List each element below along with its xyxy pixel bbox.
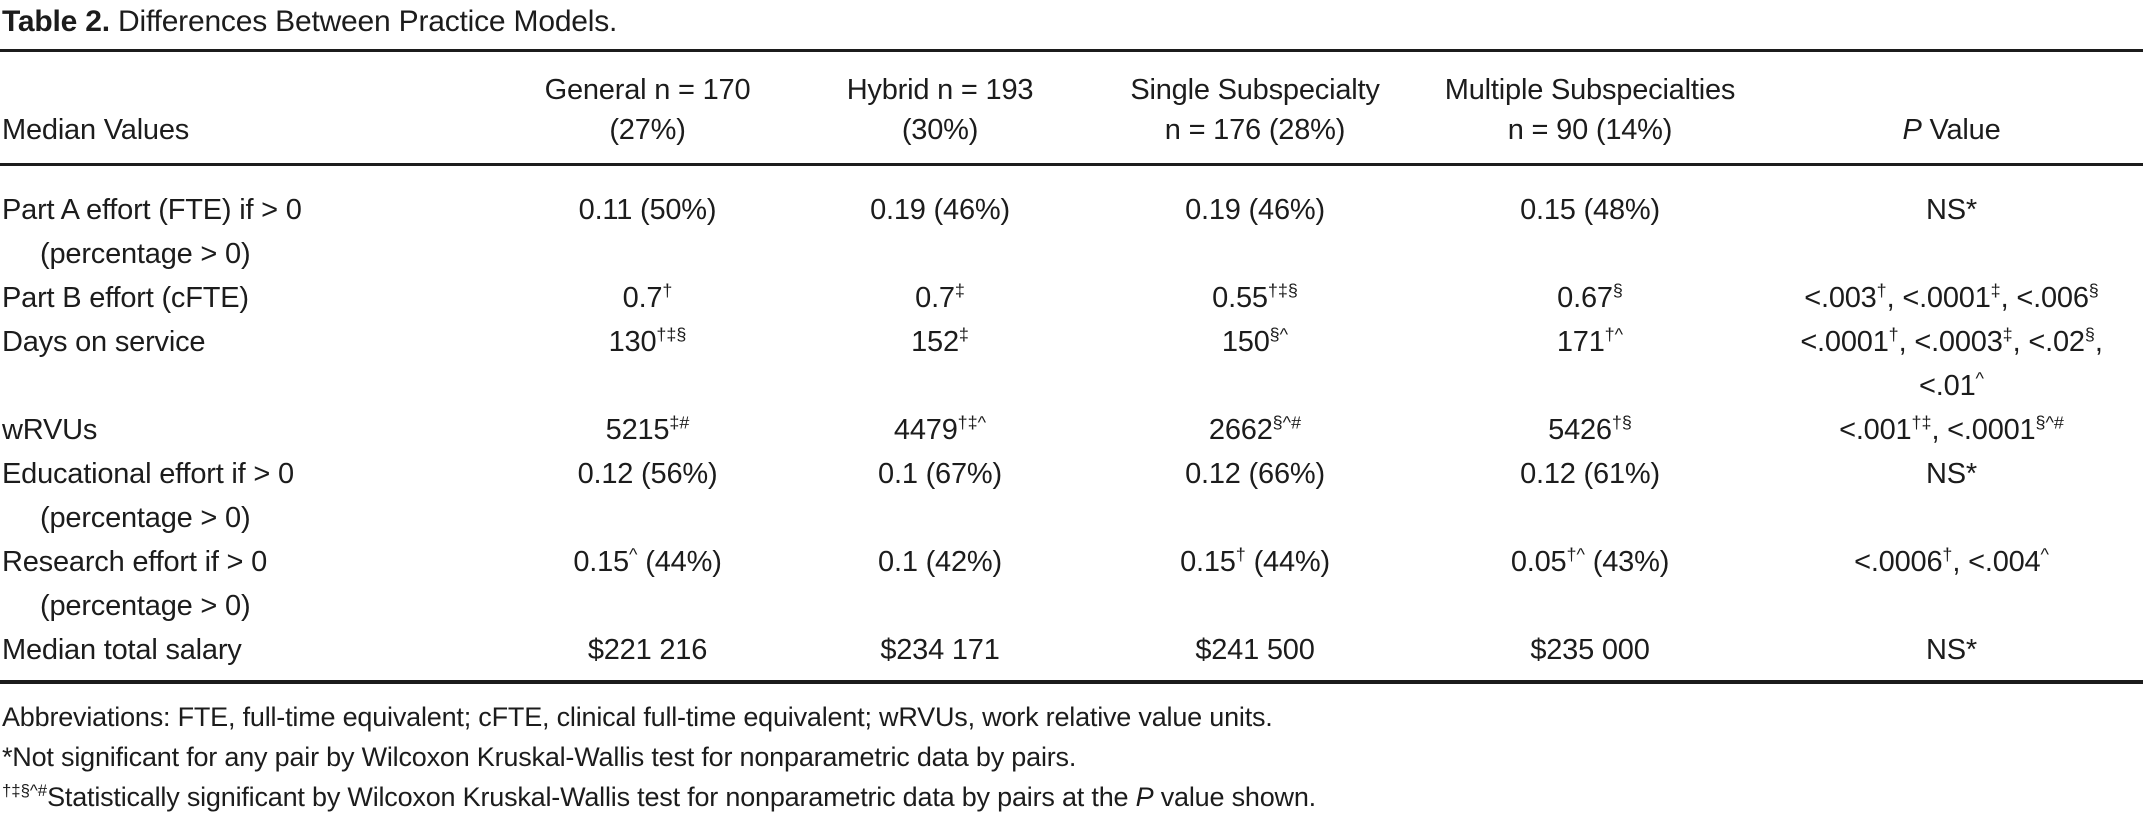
row-label: Part B effort (cFTE) [2,282,249,314]
cell: 4479†‡^ [893,412,987,446]
table-title-text: Differences Between Practice Models. [118,5,618,38]
cell: <.0001†, <.0003‡, <.02§, <.01^ [1800,324,2103,402]
footnote-abbreviations: Abbreviations: FTE, full-time equivalent… [2,702,1273,732]
row-label: Part A effort (FTE) if > 0 (percentage >… [2,194,302,270]
cell: NS* [1926,194,1977,226]
cell: 0.05†^ (43%) [1510,544,1670,578]
cell: 0.7‡ [915,280,965,314]
table-row-educational-effort: Educational effort if > 0 (percentage > … [0,452,2143,540]
cell: 0.15 (48%) [1520,194,1660,226]
cell: 0.12 (56%) [577,458,718,490]
cell: 0.19 (46%) [870,194,1010,226]
cell: $235 000 [1530,634,1650,666]
cell: 0.15† (44%) [1180,544,1330,578]
table-row-wrvus: wRVUs 5215‡# 4479†‡^ 2662§^# 5426†§ <.00… [0,408,2143,452]
cell: <.001†‡, <.0001§^# [1839,412,2064,446]
practice-models-table: Median Values General n = 170 (27%) Hybr… [0,52,2143,684]
cell: 0.7† [622,280,673,314]
row-label: Educational effort if > 0 (percentage > … [2,458,294,534]
column-header-general: General n = 170 (27%) [505,52,790,166]
cell: 0.12 (66%) [1185,458,1325,490]
cell: 0.15^ (44%) [573,544,722,578]
cell: 2662§^# [1208,412,1302,446]
top-divider [0,49,2143,52]
row-label: Days on service [2,326,206,358]
cell: $234 171 [880,634,1000,666]
cell: 0.19 (46%) [1185,194,1325,226]
cell: 130†‡§ [608,324,687,358]
table-row-days-on-service: Days on service 130†‡§ 152‡ 150§^ 171†^ … [0,320,2143,408]
cell: <.003†, <.0001‡, <.006§ [1804,280,2099,314]
row-label: Research effort if > 0 (percentage > 0) [2,546,268,622]
cell: NS* [1926,458,1977,490]
cell: 171†^ [1556,324,1624,358]
cell: 0.1 (67%) [878,458,1002,490]
cell: 5215‡# [605,412,690,446]
table-row-part-a-effort: Part A effort (FTE) if > 0 (percentage >… [0,165,2143,277]
table-row-part-b-effort: Part B effort (cFTE) 0.7† 0.7‡ 0.55†‡§ 0… [0,276,2143,320]
cell: <.0006†, <.004^ [1854,544,2049,578]
cell: 0.11 (50%) [578,194,717,226]
table-row-research-effort: Research effort if > 0 (percentage > 0) … [0,540,2143,628]
cell: 5426†§ [1548,412,1632,446]
footnote-not-significant: *Not significant for any pair by Wilcoxo… [2,742,1077,772]
footnotes: Abbreviations: FTE, full-time equivalent… [0,697,2143,817]
footnote-statistically-significant: †‡§^#Statistically significant by Wilcox… [2,781,1316,812]
cell: 152‡ [911,324,969,358]
cell: $221 216 [587,634,708,666]
table-title: Table 2. Differences Between Practice Mo… [0,0,2143,40]
cell: $241 500 [1195,634,1315,666]
cell: NS* [1926,634,1977,666]
cell: 0.67§ [1557,280,1623,314]
header-row: Median Values General n = 170 (27%) Hybr… [0,52,2143,166]
column-header-multiple-subspecialties: Multiple Subspecialties n = 90 (14%) [1420,52,1760,166]
column-header-p-value: P Value [1760,52,2143,166]
cell: 150§^ [1221,324,1289,358]
cell: 0.1 (42%) [878,546,1002,578]
table-title-label: Table 2. [2,5,110,38]
column-header-median-values: Median Values [0,52,505,166]
cell: 0.12 (61%) [1520,458,1660,490]
column-header-hybrid: Hybrid n = 193 (30%) [790,52,1090,166]
row-label: wRVUs [2,414,98,446]
cell: 0.55†‡§ [1212,280,1298,314]
table-row-median-total-salary: Median total salary $221 216 $234 171 $2… [0,628,2143,682]
row-label: Median total salary [2,634,242,666]
column-header-single-subspecialty: Single Subspecialty n = 176 (28%) [1090,52,1420,166]
